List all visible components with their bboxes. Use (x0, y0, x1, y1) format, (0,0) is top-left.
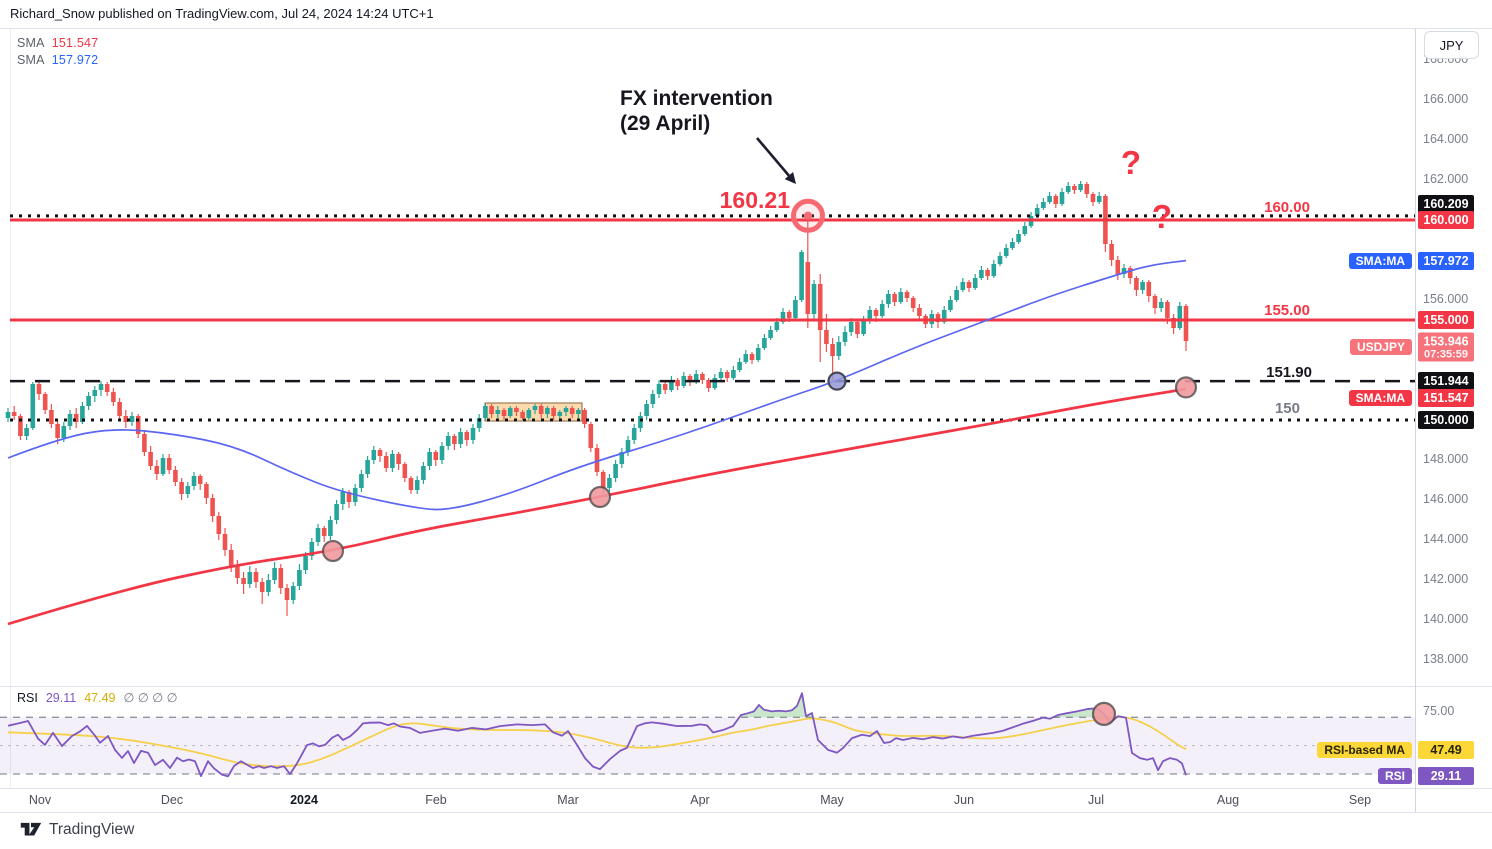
sma2-value: 157.972 (51, 53, 99, 67)
axis-price-badge: 160.209 (1418, 195, 1474, 213)
axis-price-badge: 160.000 (1418, 211, 1474, 229)
chart-annotation-text: FX intervention (620, 87, 773, 110)
axis-badge-tag: SMA:MA (1348, 253, 1412, 269)
price-axis-label: 142.000 (1423, 572, 1469, 586)
sma-legend-1: SMA 151.547 (17, 36, 98, 50)
chart-annotation-text: 150 (1275, 400, 1300, 417)
axis-badge-tag: SMA:MA (1348, 390, 1412, 406)
brand-name: TradingView (49, 821, 135, 838)
annotation-arrow-head (784, 172, 796, 184)
axis-badge-tag: USDJPY (1349, 339, 1412, 355)
axis-price-badge: 151.547 (1418, 389, 1474, 407)
axis-price-badge: 153.946 07:35:59 (1418, 332, 1474, 362)
currency-label: JPY (1439, 37, 1464, 53)
candlestick-series (5, 181, 1189, 616)
rsi-ma-value: 47.49 (84, 691, 116, 705)
axis-price-badge: 29.11 (1418, 767, 1474, 785)
chart-annotation-text: ? (1152, 198, 1172, 235)
rsi-overbought-fill (739, 693, 813, 718)
rsi-legend: RSI 29.11 47.49 ∅ ∅ ∅ ∅ (17, 690, 185, 705)
sma2-label: SMA (17, 53, 45, 67)
price-axis-label: 156.000 (1423, 292, 1469, 306)
price-axis-label: 146.000 (1423, 492, 1469, 506)
price-axis-label: 148.000 (1423, 452, 1469, 466)
time-axis-label: Nov (28, 793, 52, 807)
currency-toggle-button[interactable]: JPY (1424, 31, 1479, 59)
rsi-overbought-fill (1053, 708, 1107, 718)
axis-badge-tag: RSI (1377, 768, 1412, 784)
price-axis-label: 164.000 (1423, 132, 1469, 146)
time-axis-label: Mar (557, 793, 579, 807)
ma-touch-marker-red (1174, 376, 1198, 399)
price-axis-label: 144.000 (1423, 532, 1469, 546)
axis-price-badge: 151.944 (1418, 372, 1474, 390)
axis-price-badge: 47.49 (1418, 741, 1474, 759)
badge-countdown: 07:35:59 (1423, 348, 1469, 360)
sma-blue-line (7, 259, 1187, 511)
time-axis-label: Aug (1216, 793, 1240, 807)
sma1-label: SMA (17, 36, 45, 50)
rsi-value: 29.11 (45, 691, 77, 705)
chart-annotation-text: 160.00 (1264, 199, 1310, 216)
rsi-label: RSI (17, 691, 38, 705)
sma-red-line (7, 387, 1187, 626)
tradingview-logo-icon (20, 822, 42, 836)
time-axis-label: Feb (425, 793, 447, 807)
axis-price-badge: 155.000 (1418, 311, 1474, 329)
time-axis-label: Jul (1088, 793, 1104, 807)
axis-price-badge: 150.000 (1418, 411, 1474, 429)
rsi-axis-label: 75.00 (1423, 704, 1455, 718)
axis-price-badge: 157.972 (1418, 252, 1474, 270)
ma-touch-marker-red (321, 539, 345, 563)
price-axis-label: 166.000 (1423, 92, 1469, 106)
footer-brand: TradingView (20, 820, 134, 840)
chart-annotation-text: (29 April) (620, 112, 710, 135)
chart-annotation-text: 155.00 (1264, 302, 1310, 319)
time-axis-label: May (820, 793, 844, 807)
price-axis-label: 138.000 (1423, 652, 1469, 666)
price-axis-label: 162.000 (1423, 172, 1469, 186)
rsi-band (0, 717, 1415, 774)
sma1-value: 151.547 (51, 36, 99, 50)
chart-annotation-text: 151.90 (1266, 364, 1312, 381)
sma-legend-2: SMA 157.972 (17, 53, 98, 67)
time-axis-label: Jun (953, 793, 975, 807)
price-axis-label: 140.000 (1423, 612, 1469, 626)
ma-touch-marker-blue (827, 371, 847, 391)
time-axis-label: 2024 (290, 793, 318, 807)
attribution-text: Richard_Snow published on TradingView.co… (10, 6, 434, 21)
axis-badge-tag: RSI-based MA (1317, 742, 1412, 758)
consolidation-highlight-box (484, 402, 583, 422)
chart-annotation-text: ? (1121, 144, 1141, 181)
intervention-ring-dot (803, 211, 813, 220)
intervention-ring-marker (791, 198, 825, 233)
rsi-ma-line (7, 716, 1187, 768)
annotation-arrow-shaft (756, 137, 790, 177)
time-axis-label: Apr (690, 793, 710, 807)
rsi-line (7, 692, 1187, 778)
rsi-empty-slots: ∅ ∅ ∅ ∅ (123, 691, 178, 705)
ma-touch-marker-red (1091, 701, 1117, 726)
time-axis-label: Sep (1348, 793, 1372, 807)
chart-annotation-text: 160.21 (720, 187, 791, 213)
rsi-overbought-fill (1116, 716, 1124, 718)
ma-touch-marker-red (588, 485, 612, 509)
time-axis-label: Dec (160, 793, 184, 807)
